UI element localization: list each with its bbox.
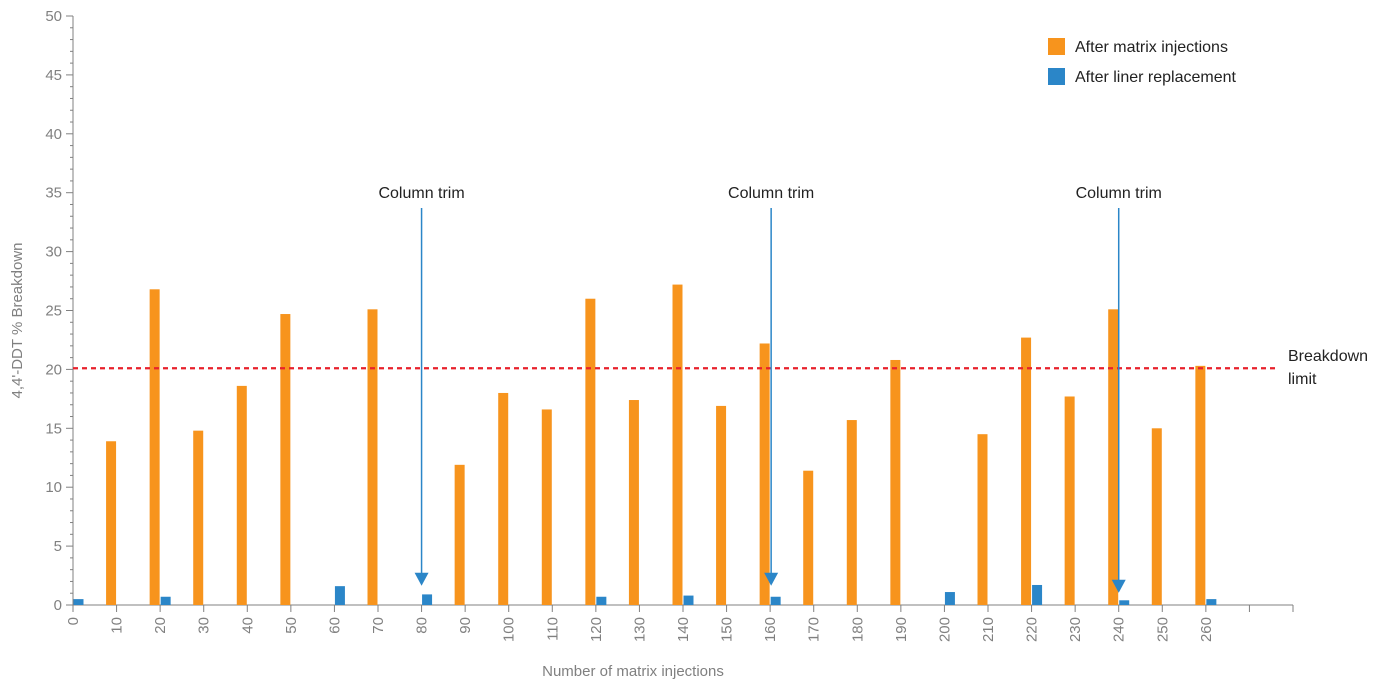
reference-line-group: Breakdown limit [73, 348, 1368, 388]
bar-matrix-injections [498, 392, 509, 605]
column-trim-label: Column trim [1076, 185, 1162, 202]
bar-matrix-injections [628, 400, 639, 605]
x-tick-label: 90 [457, 617, 474, 634]
arrow-down-icon [764, 572, 779, 586]
y-axis-title: 4,4'-DDT % Breakdown [9, 243, 26, 399]
x-tick-label: 240 [1111, 617, 1128, 642]
x-tick-label: 30 [196, 617, 213, 634]
x-tick-label: 190 [893, 617, 910, 642]
x-axis-title: Number of matrix injections [542, 663, 724, 680]
bar-matrix-injections [193, 430, 204, 605]
bar-liner-replacement [422, 594, 433, 605]
legend-label: After matrix injections [1075, 39, 1228, 56]
y-tick-label: 0 [54, 597, 62, 614]
y-tick-label: 25 [45, 303, 62, 320]
x-tick-label: 210 [980, 617, 997, 642]
y-tick-label: 40 [45, 126, 62, 143]
arrow-down-icon [1111, 579, 1126, 593]
bar-matrix-injections [890, 359, 901, 605]
axes: 0 5 10 15 20 25 30 35 40 45 50 0 10 20 30 40 50 60 70 80 90 1… [9, 8, 1294, 680]
bar-matrix-injections [236, 385, 247, 605]
x-tick-label: 220 [1024, 617, 1041, 642]
x-tick-label: 200 [936, 617, 953, 642]
bar-matrix-injections [585, 298, 596, 605]
bar-matrix-injections [454, 464, 465, 605]
bar-liner-replacement [1032, 584, 1043, 605]
bar-liner-replacement [944, 592, 955, 605]
x-tick-label: 0 [65, 617, 82, 625]
x-tick-label: 180 [849, 617, 866, 642]
x-tick-label: 160 [762, 617, 779, 642]
bar-liner-replacement [596, 596, 607, 605]
bar-liner-replacement [334, 586, 345, 605]
x-tick-label: 80 [414, 617, 431, 634]
bar-matrix-injections [367, 309, 378, 605]
y-tick-label: 30 [45, 244, 62, 261]
bar-liner-replacement [1119, 600, 1130, 605]
bar-liner-replacement [1206, 599, 1217, 605]
breakdown-limit-label: limit [1288, 371, 1317, 388]
annotations: Column trim Column trim Column trim [378, 185, 1162, 593]
x-tick-label: 20 [152, 617, 169, 634]
bar-matrix-injections [672, 284, 683, 605]
bar-matrix-injections [1151, 428, 1162, 605]
x-tick-label: 100 [501, 617, 518, 642]
bar-matrix-injections [541, 409, 552, 605]
y-tick-label: 15 [45, 420, 62, 437]
legend: After matrix injections After liner repla… [1048, 38, 1237, 86]
bar-liner-replacement [770, 596, 781, 605]
bars [73, 284, 1217, 605]
x-tick-label: 110 [544, 617, 561, 641]
bar-matrix-injections [280, 314, 291, 605]
y-tick-label: 35 [45, 185, 62, 202]
column-trim-label: Column trim [728, 185, 814, 202]
bar-matrix-injections [716, 405, 727, 605]
x-tick-label: 10 [109, 617, 126, 634]
bar-matrix-injections [1195, 365, 1206, 605]
y-tick-label: 50 [45, 8, 62, 25]
bar-liner-replacement [160, 596, 171, 605]
arrow-down-icon [414, 572, 429, 586]
bar-liner-replacement [683, 595, 694, 605]
bar-matrix-injections [803, 470, 814, 605]
x-tick-label: 60 [326, 617, 343, 634]
bar-matrix-injections [1108, 309, 1119, 605]
bar-matrix-injections [846, 420, 857, 605]
y-tick-label: 10 [45, 479, 62, 496]
bar-matrix-injections [1021, 337, 1032, 605]
x-tick-label: 70 [370, 617, 387, 634]
x-tick-label: 40 [239, 617, 256, 634]
legend-label: After liner replacement [1075, 69, 1237, 86]
x-tick-label: 250 [1154, 617, 1171, 642]
bar-matrix-injections [759, 343, 770, 605]
y-tick-label: 45 [45, 67, 62, 84]
bar-liner-replacement [73, 599, 84, 605]
x-tick-label: 230 [1067, 617, 1084, 642]
bar-matrix-injections [149, 289, 160, 605]
x-tick-label: 140 [675, 617, 692, 642]
y-tick-label: 20 [45, 361, 62, 378]
column-trim-label: Column trim [378, 185, 464, 202]
bar-matrix-injections [977, 434, 988, 605]
legend-swatch [1048, 68, 1065, 85]
x-tick-label: 120 [588, 617, 605, 642]
x-tick-label: 50 [283, 617, 300, 634]
bar-matrix-injections [1064, 396, 1075, 605]
x-tick-label: 150 [719, 617, 736, 642]
y-tick-label: 5 [54, 538, 62, 555]
breakdown-limit-label: Breakdown [1288, 348, 1368, 365]
bar-matrix-injections [106, 441, 117, 605]
x-tick-label: 260 [1198, 617, 1215, 642]
legend-swatch [1048, 38, 1065, 55]
x-tick-label: 130 [631, 617, 648, 642]
x-tick-label: 170 [806, 617, 823, 642]
